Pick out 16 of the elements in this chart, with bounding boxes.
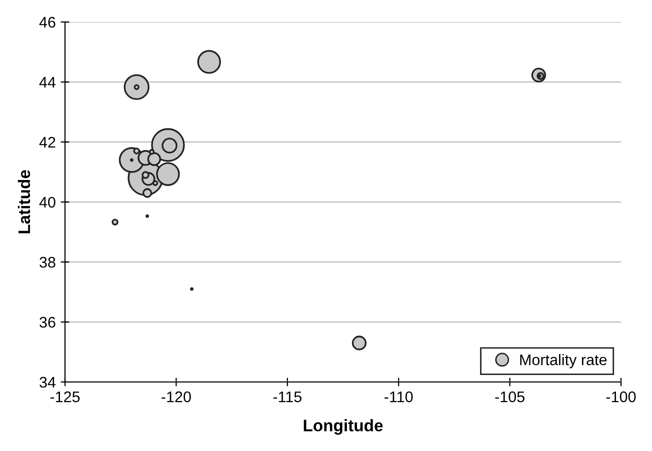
y-tick-label: 44 (39, 77, 56, 88)
y-tick-label: 34 (40, 376, 56, 388)
y-tick-label: 46 (39, 16, 56, 28)
y-tick-label: 36 (40, 316, 56, 328)
y-tick-label: 40 (39, 196, 56, 208)
x-tick-label: -125 (50, 391, 80, 402)
x-tick-label: -115 (273, 392, 302, 402)
x-tick-label: -105 (495, 391, 524, 402)
x-tick-label: -110 (384, 391, 413, 402)
x-tick-label: -100 (606, 391, 636, 402)
x-axis-title: Longitude (304, 419, 383, 435)
y-axis-title: Latitude (18, 170, 30, 234)
y-tick-label: 38 (40, 256, 56, 268)
y-tick-label: 42 (39, 136, 56, 148)
x-tick-label: -120 (162, 391, 191, 402)
legend-label: Mortality rate (520, 354, 607, 368)
